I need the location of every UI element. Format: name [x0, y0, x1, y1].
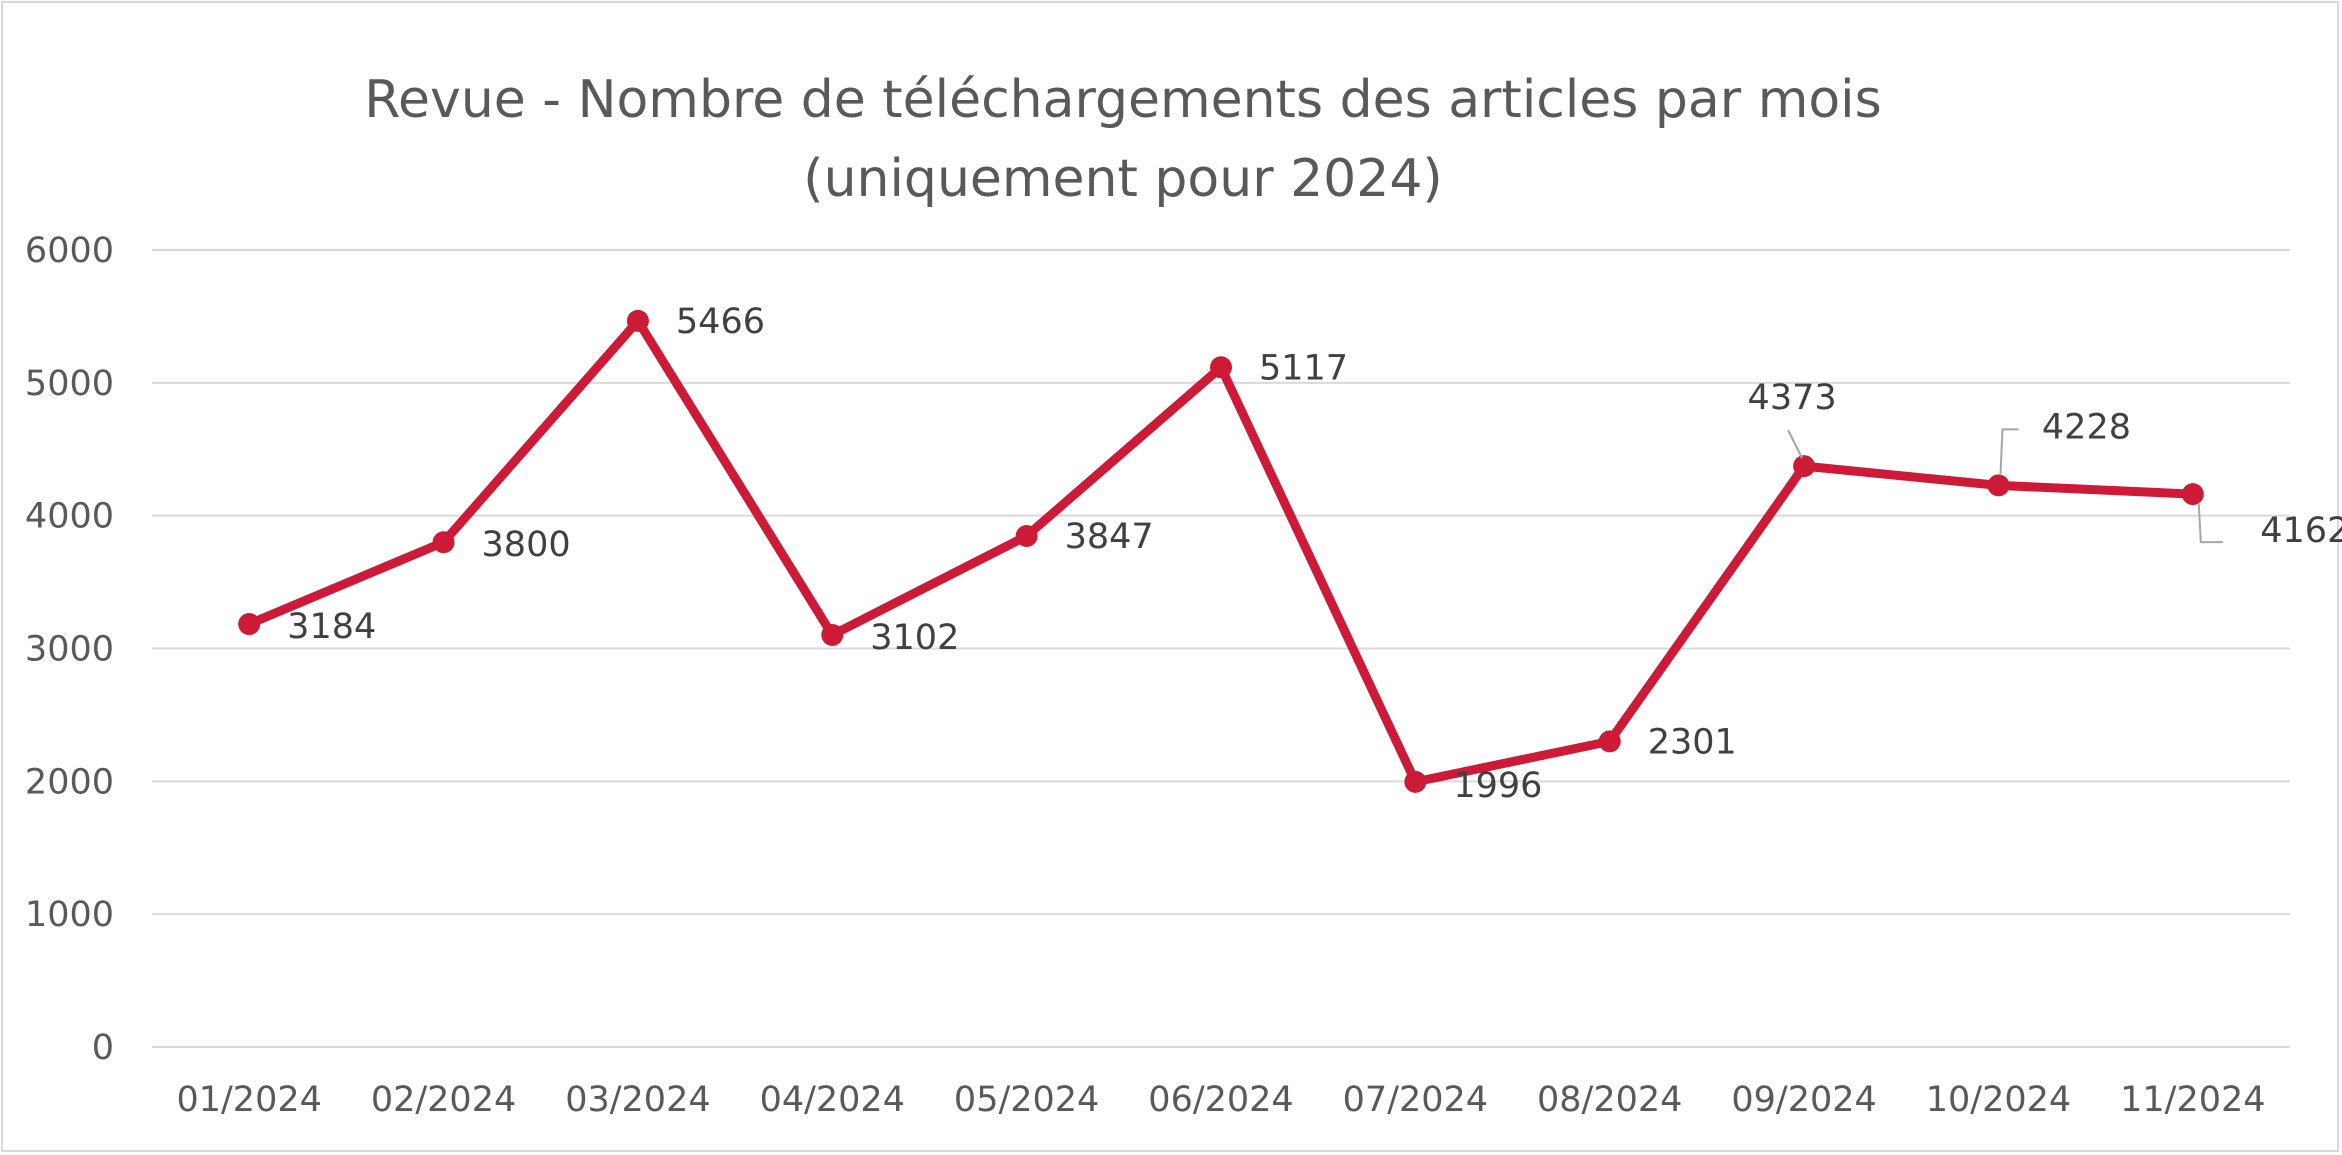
data-label-01/2024: 3184 — [287, 607, 376, 647]
x-tick-label: 03/2024 — [565, 1080, 710, 1120]
y-tick-label: 5000 — [25, 364, 114, 404]
y-tick-label: 3000 — [25, 630, 114, 670]
y-tick-label: 4000 — [25, 497, 114, 537]
data-labels: 3184 3800 5466 3102 3847 5117 1996 2301 4373 4228… — [287, 302, 2342, 806]
x-tick-label: 02/2024 — [371, 1080, 516, 1120]
x-tick-label: 06/2024 — [1148, 1080, 1293, 1120]
data-point-10/2024 — [1987, 474, 2010, 497]
data-label-10/2024: 4228 — [2042, 407, 2131, 447]
data-point-05/2024 — [1015, 524, 1038, 547]
data-label-02/2024: 3800 — [482, 525, 571, 565]
data-label-03/2024: 5466 — [676, 302, 765, 342]
x-tick-label: 11/2024 — [2120, 1080, 2265, 1120]
x-tick-label: 04/2024 — [760, 1080, 905, 1120]
x-tick-label: 08/2024 — [1537, 1080, 1682, 1120]
data-label-11/2024: 4162 — [2260, 511, 2342, 551]
x-tick-label: 09/2024 — [1731, 1080, 1876, 1120]
data-point-11/2024 — [2181, 483, 2204, 506]
series-downloads — [238, 309, 2204, 793]
chart-title: Revue - Nombre de téléchargements des ar… — [364, 70, 1881, 209]
data-label-08/2024: 2301 — [1648, 722, 1737, 762]
leader-line — [1999, 428, 2019, 476]
data-label-09/2024: 4373 — [1748, 378, 1837, 418]
data-label-06/2024: 5117 — [1259, 348, 1348, 388]
x-tick-label: 01/2024 — [176, 1080, 321, 1120]
data-label-05/2024: 3847 — [1065, 517, 1154, 557]
data-point-01/2024 — [238, 613, 261, 636]
data-point-07/2024 — [1404, 770, 1427, 793]
leader-line — [2197, 504, 2223, 544]
y-tick-label: 6000 — [25, 231, 114, 271]
data-point-04/2024 — [821, 623, 844, 646]
data-point-02/2024 — [432, 531, 455, 554]
y-tick-label: 2000 — [25, 762, 114, 802]
y-tick-label: 0 — [92, 1028, 114, 1068]
x-tick-label: 10/2024 — [1926, 1080, 2071, 1120]
data-label-07/2024: 1996 — [1453, 766, 1542, 806]
data-point-06/2024 — [1210, 356, 1232, 379]
data-point-08/2024 — [1598, 730, 1621, 753]
y-axis: 0 1000 2000 3000 4000 5000 6000 — [25, 231, 114, 1068]
gridlines — [152, 249, 2290, 1048]
x-axis: 01/2024 02/2024 03/2024 04/2024 05/2024 06/20… — [176, 1080, 2265, 1120]
leader-line — [1787, 429, 1803, 459]
chart-title-line-1: Revue - Nombre de téléchargements des ar… — [364, 70, 1881, 130]
x-tick-label: 05/2024 — [954, 1080, 1099, 1120]
data-point-03/2024 — [626, 309, 649, 332]
x-tick-label: 07/2024 — [1343, 1080, 1488, 1120]
y-tick-label: 1000 — [25, 895, 114, 935]
data-label-04/2024: 3102 — [870, 618, 959, 658]
chart-title-line-2: (uniquement pour 2024) — [803, 149, 1442, 209]
data-point-09/2024 — [1793, 455, 1816, 478]
